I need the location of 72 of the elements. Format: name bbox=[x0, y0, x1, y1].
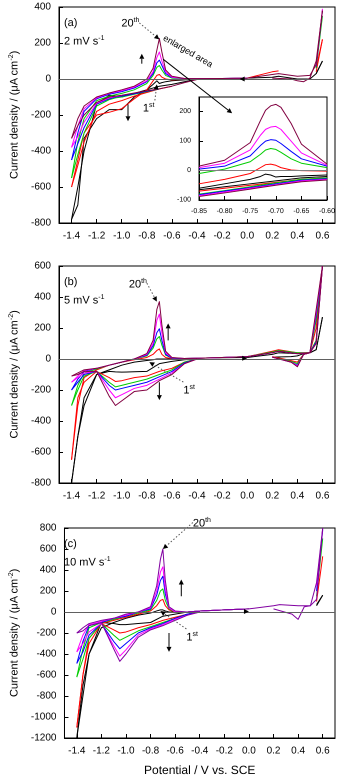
x-tick-label: -0.6 bbox=[163, 230, 181, 242]
x-tick-label: 0.6 bbox=[316, 230, 330, 242]
x-tick-label: -1.4 bbox=[62, 230, 81, 242]
x-tick-label: -0.8 bbox=[142, 746, 160, 756]
y-tick-label: 600 bbox=[40, 544, 57, 554]
x-tick-label: -0.2 bbox=[213, 490, 232, 502]
annotation: (b) bbox=[64, 276, 78, 288]
x-tick-label: 0.2 bbox=[265, 230, 280, 242]
x-axis-title: Potential / V vs. SCE bbox=[144, 763, 256, 777]
x-tick-label: 0.0 bbox=[242, 746, 256, 756]
x-tick-label: -1.0 bbox=[113, 230, 131, 242]
x-tick-label: -0.8 bbox=[138, 230, 156, 242]
x-tick-label: -1.4 bbox=[62, 490, 81, 502]
y-tick-label: -600 bbox=[36, 670, 57, 680]
x-tick-label: 0.4 bbox=[290, 490, 305, 502]
x-tick-label: 0.0 bbox=[240, 490, 255, 502]
x-tick-label: -0.2 bbox=[216, 746, 234, 756]
x-tick-label: -1.2 bbox=[88, 230, 106, 242]
y-tick-label: -800 bbox=[30, 478, 52, 488]
y-tick-label: -600 bbox=[30, 182, 52, 192]
x-tick-label: -0.6 bbox=[163, 490, 181, 502]
annotation: 10 mV s$^{-1}$ bbox=[64, 555, 111, 569]
y-tick-label: 400 bbox=[34, 292, 52, 302]
x-tick-label: 0.6 bbox=[316, 746, 330, 756]
y-tick-label: 200 bbox=[34, 38, 52, 48]
x-tick-label: 0.6 bbox=[316, 490, 330, 502]
y-tick-label: -200 bbox=[36, 628, 57, 638]
annotation: 5 mV s$^{-1}$ bbox=[64, 293, 104, 307]
x-tick-label: -0.8 bbox=[138, 490, 156, 502]
annotation: 20$^{th}$ bbox=[192, 516, 211, 530]
x-tick-label: -0.4 bbox=[188, 230, 206, 242]
annotation: 1$^{st}$ bbox=[186, 630, 198, 644]
y-tick-label: -400 bbox=[30, 146, 52, 156]
x-tick-label: -0.4 bbox=[188, 490, 206, 502]
x-tick-label: -0.4 bbox=[191, 746, 209, 756]
x-tick-label: 0.2 bbox=[265, 490, 280, 502]
y-tick-label: -800 bbox=[36, 690, 57, 702]
y-tick-label: -400 bbox=[30, 416, 52, 426]
annotation: 20$^{th}$ bbox=[121, 16, 140, 30]
y-tick-label: -1000 bbox=[30, 712, 57, 722]
y-tick-label: -1200 bbox=[30, 732, 57, 744]
annotation: 1$^{st}$ bbox=[142, 101, 154, 116]
y-tick-label: 400 bbox=[34, 2, 52, 12]
annotation: (c) bbox=[64, 538, 77, 550]
annotation: 2 mV s$^{-1}$ bbox=[64, 34, 104, 48]
x-tick-label: -1.0 bbox=[113, 490, 131, 502]
y-tick-label: 400 bbox=[40, 564, 57, 576]
y-tick-label: -800 bbox=[30, 218, 52, 228]
y-tick-label: 200 bbox=[34, 322, 52, 334]
y-tick-label: 800 bbox=[40, 522, 57, 534]
y-tick-label: 600 bbox=[34, 260, 52, 272]
y-tick-label: 0 bbox=[50, 606, 57, 618]
x-tick-label: -0.2 bbox=[213, 230, 232, 242]
x-tick-label: 0.0 bbox=[240, 230, 255, 242]
annotation: 20$^{th}$ bbox=[128, 276, 147, 290]
x-tick-label: -1.4 bbox=[68, 746, 86, 756]
x-tick-label: -1.2 bbox=[88, 490, 106, 502]
y-tick-label: -200 bbox=[30, 384, 52, 396]
x-tick-label: -0.6 bbox=[166, 746, 184, 756]
y-tick-label: -200 bbox=[30, 110, 52, 120]
y-tick-label: -400 bbox=[36, 648, 57, 660]
x-tick-label: 0.4 bbox=[291, 746, 306, 756]
y-tick-label: -600 bbox=[30, 446, 52, 458]
x-tick-label: 0.4 bbox=[290, 230, 305, 242]
annotation: (a) bbox=[64, 17, 78, 29]
y-tick-label: 0 bbox=[45, 74, 52, 84]
x-tick-label: -1.0 bbox=[117, 746, 136, 756]
annotation: 1$^{st}$ bbox=[183, 383, 195, 397]
y-tick-label: 200 bbox=[40, 586, 57, 596]
x-tick-label: 0.2 bbox=[266, 746, 281, 756]
x-tick-label: -1.2 bbox=[92, 746, 110, 756]
y-tick-label: 0 bbox=[45, 354, 52, 364]
